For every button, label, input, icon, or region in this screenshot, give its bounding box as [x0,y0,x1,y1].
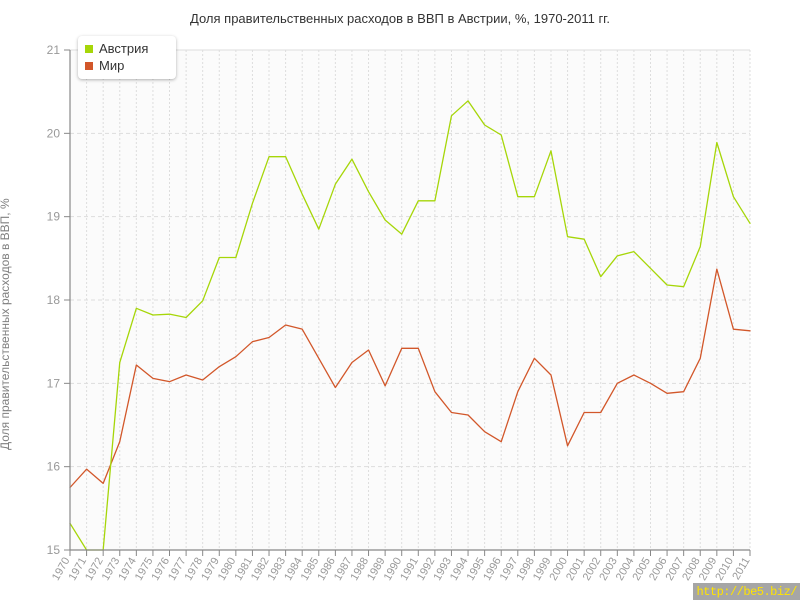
svg-text:16: 16 [47,460,61,474]
svg-text:19: 19 [47,210,61,224]
svg-text:21: 21 [47,43,61,57]
svg-text:17: 17 [47,376,61,390]
svg-text:20: 20 [47,126,61,140]
svg-text:15: 15 [47,543,61,557]
svg-text:18: 18 [47,293,61,307]
